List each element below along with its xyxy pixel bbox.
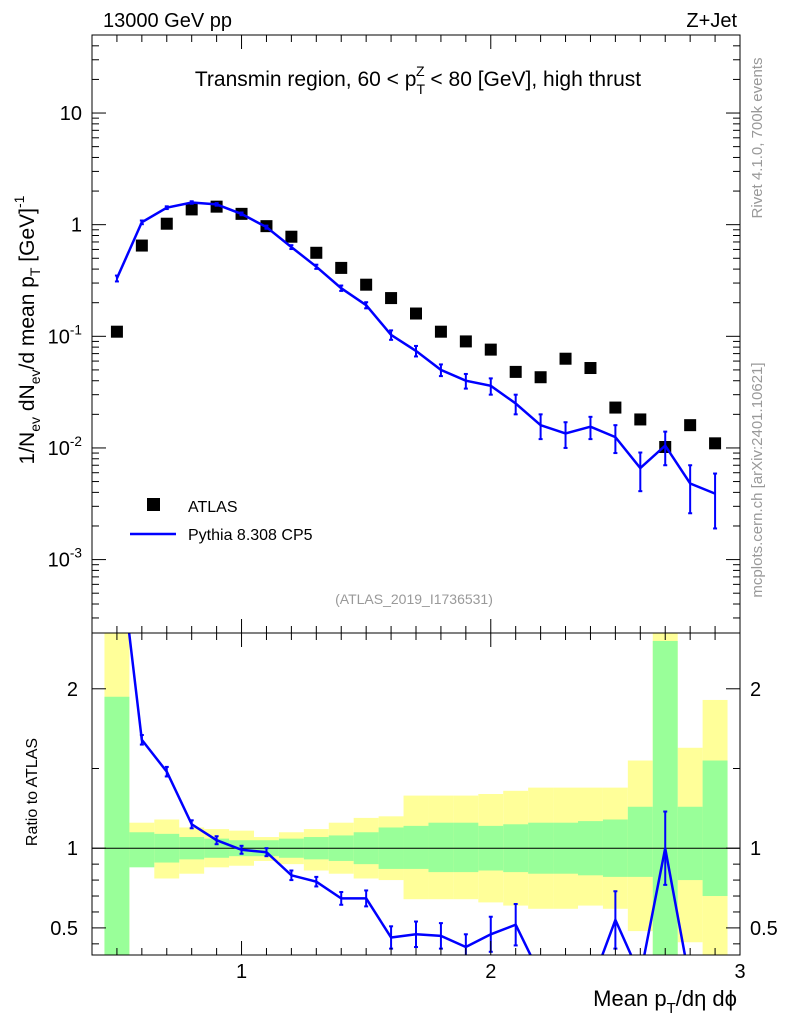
atlas-data-point [410,307,422,320]
main-ytick-label-4-exp: -3 [70,546,82,561]
ratio-band-inner [403,825,429,869]
atlas-data-point [385,292,398,305]
main-ytick-label-1: 1 [71,215,82,237]
atlas-data-point [484,343,497,356]
legend-atlas-label: ATLAS [188,499,238,516]
x-axis-label: Mean pT/dη dϕ [593,986,737,1017]
main-ytick-label-4: 10-3 [48,546,82,572]
ylabel-sub-t: T [27,267,43,276]
energy-label: 13000 GeV pp [103,10,232,32]
x-tick-label-2: 3 [734,961,745,983]
ylabel-part-1: 1/N [16,432,39,465]
rivet-version-label: Rivet 4.1.0, 700k events [749,58,766,219]
main-y-axis-label: 1/Nev dNev/d mean pT [GeV]-1 [11,195,43,464]
ratio-ytick-label-left-0: 2 [67,679,78,701]
main-ytick-label-4-base: 10 [48,550,70,572]
legend: ATLAS Pythia 8.308 CP5 [130,498,313,544]
plot-title: Transmin region, 60 < pTZ < 80 [GeV], hi… [195,63,641,97]
main-ytick-label-0: 10 [60,103,82,125]
x-tick-label-1: 2 [485,961,496,983]
atlas-data-point [110,325,123,338]
atlas-data-point [709,437,722,450]
xlabel-sub-t: T [667,1000,676,1017]
atlas-data-point [534,371,547,384]
atlas-data-point [434,325,447,338]
ratio-band-inner [129,832,155,868]
main-ytick-label-3-exp: -2 [70,434,82,449]
ratio-band-inner [702,760,728,897]
ratio-band-inner [627,806,653,877]
ratio-ytick-label-right-0: 2 [750,679,761,701]
title-sup-z: Z [416,63,425,79]
main-data-area [110,200,722,530]
mcplots-label: mcplots.cern.ch [arXiv:2401.10621] [749,362,766,597]
title-sub-t: T [416,81,425,97]
main-axis-ticks [91,34,741,633]
xlabel-part-2: /dη dϕ [676,986,737,1011]
x-tick-label-0: 1 [236,961,247,983]
title-part-1: Transmin region, 60 < p [195,68,417,91]
ratio-data-area [127,633,687,955]
atlas-data-point [684,419,697,432]
atlas-data-point [584,362,597,375]
ratio-ytick-label-left-1: 1 [67,838,78,860]
ratio-ytick-label-right-2: 0.5 [750,918,778,940]
main-ytick-label-3: 10-2 [48,434,82,460]
title-part-2: < 80 [GeV], high thrust [425,68,642,91]
ratio-band-inner [428,822,454,873]
ratio-ytick-label-right-1: 1 [750,838,761,860]
ratio-band-inner [652,640,678,955]
ylabel-part-4: [GeV] [16,208,39,268]
atlas-data-point [634,413,647,426]
ratio-band-inner [677,806,703,881]
ratio-y-axis-label: Ratio to ATLAS [24,738,41,846]
main-ytick-label-2-base: 10 [48,326,70,348]
ylabel-sup-m1: -1 [11,195,27,208]
ratio-band-inner [104,696,130,955]
atlas-data-point [509,365,522,378]
ylabel-sub-ev2: ev [27,369,43,384]
ratio-band-inner [453,822,479,873]
main-ytick-label-2: 10-1 [48,322,82,348]
ratio-ytick-label-left-2: 0.5 [50,918,78,940]
x-tick-labels: 1 2 3 [236,961,746,983]
main-ytick-label-2-exp: -1 [70,322,82,337]
atlas-data-point [160,217,173,230]
ratio-axis-ticks [91,633,741,955]
atlas-data-point [310,246,323,259]
ylabel-part-3: /d mean p [16,276,39,369]
atlas-data-point [609,401,622,414]
ratio-panel: 2 2 1 1 0.5 0.5 1 2 3 Ratio to ATLAS Mean pT/dη… [24,632,778,1017]
xlabel-part-1: Mean p [593,986,666,1011]
atlas-data-point [285,230,298,243]
atlas-data-point [459,335,472,348]
atlas-data-point [135,239,148,252]
ylabel-part-2: dN [16,384,39,417]
atlas-data-point [185,203,198,216]
analysis-watermark: (ATLAS_2019_I1736531) [335,591,493,607]
legend-pythia-label: Pythia 8.308 CP5 [188,527,313,544]
atlas-data-point [335,261,348,274]
legend-atlas-marker [147,498,160,511]
main-ytick-label-3-base: 10 [48,438,70,460]
ratio-y-tick-labels: 2 2 1 1 0.5 0.5 [50,679,778,940]
process-label: Z+Jet [686,10,737,32]
atlas-data-point [559,352,572,365]
atlas-data-point [360,278,373,291]
ylabel-sub-ev1: ev [27,417,43,432]
